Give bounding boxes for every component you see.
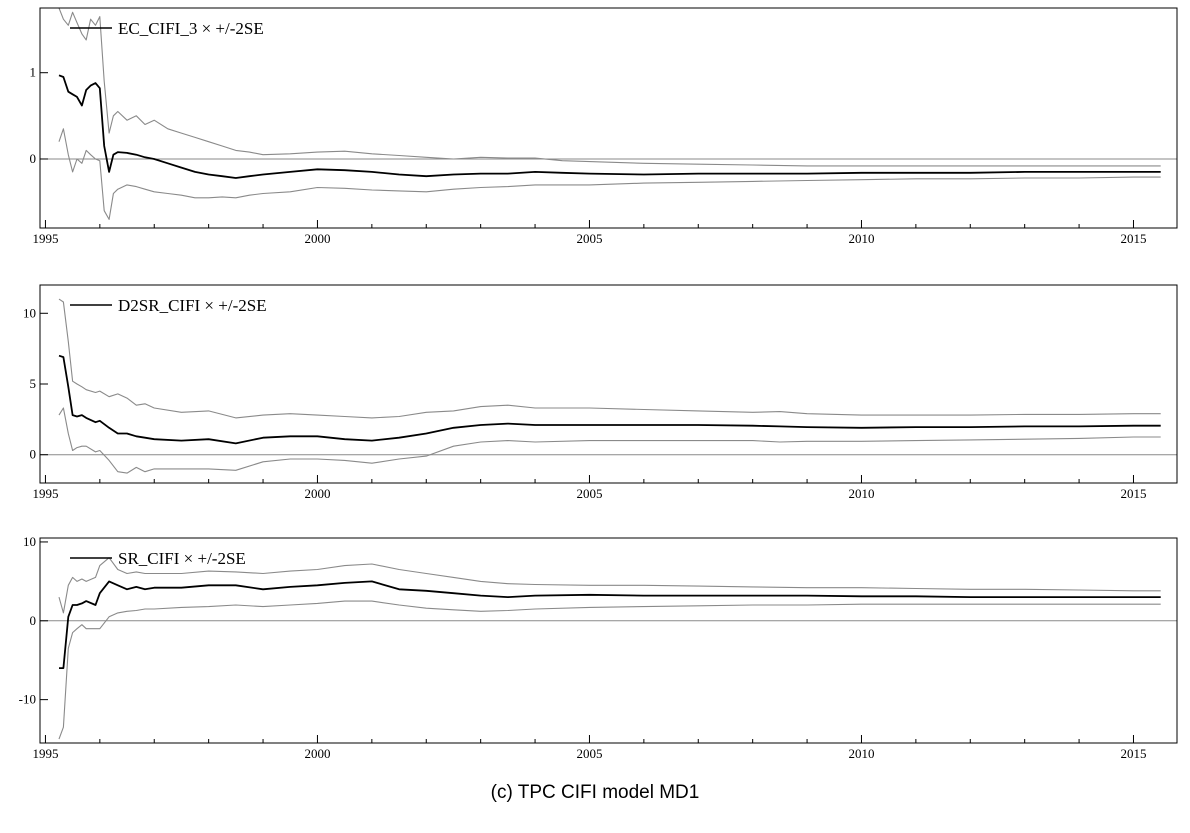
x-tick-label: 2000 [304, 746, 330, 761]
figure-caption: (c) TPC CIFI model MD1 [490, 782, 700, 803]
y-tick-label: 0 [30, 613, 37, 628]
x-tick-label: 1995 [32, 486, 58, 501]
series-group [58, 298, 1161, 474]
x-tick-label: 2015 [1120, 231, 1146, 246]
plot-frame [39, 537, 1178, 744]
series-upper-line [58, 298, 1161, 419]
x-tick-label: 1995 [32, 231, 58, 246]
panel-ec-cifi-3: 1995 2000 2005 2010 2015 0 1 EC_CIFI_3 × +/-2SE [30, 7, 1178, 246]
x-tick-label: 2005 [576, 746, 602, 761]
x-tick-label: 1995 [32, 746, 58, 761]
plot-frame [39, 7, 1178, 229]
x-tick-label: 2000 [304, 486, 330, 501]
series-estimate-line [58, 354, 1161, 445]
y-tick-label: 10 [23, 534, 36, 549]
panel-sr-cifi: 1995 2000 2005 2010 2015 -10 0 10 SR_CIFI × +/-2… [19, 534, 1178, 761]
x-tick-label: 2000 [304, 231, 330, 246]
x-tick-label: 2010 [848, 231, 874, 246]
y-tick-label: -10 [19, 692, 36, 707]
x-tick-label: 2015 [1120, 486, 1146, 501]
series-group [58, 557, 1161, 740]
legend-label: D2SR_CIFI × +/-2SE [118, 296, 267, 315]
series-estimate-line [58, 74, 1161, 179]
y-tick-label: 0 [30, 151, 37, 166]
panel-d2sr-cifi: 1995 2000 2005 2010 2015 0 5 10 D2SR_CIFI × +/-2… [23, 284, 1178, 501]
x-tick-label: 2015 [1120, 746, 1146, 761]
series-lower-line [58, 600, 1161, 740]
y-tick-label: 5 [30, 376, 37, 391]
y-tick-label: 10 [23, 305, 36, 320]
y-tick-label: 1 [30, 65, 37, 80]
x-tick-label: 2010 [848, 486, 874, 501]
series-group [58, 8, 1161, 220]
series-lower-line [58, 128, 1161, 220]
x-tick-label: 2005 [576, 231, 602, 246]
series-upper-line [58, 8, 1161, 167]
y-tick-label: 0 [30, 447, 37, 462]
legend-label: SR_CIFI × +/-2SE [118, 549, 246, 568]
series-estimate-line [59, 580, 1161, 669]
x-tick-label: 2005 [576, 486, 602, 501]
series-lower-line [58, 407, 1161, 474]
x-tick-label: 2010 [848, 746, 874, 761]
legend-label: EC_CIFI_3 × +/-2SE [118, 19, 264, 38]
series-upper-line [58, 557, 1161, 614]
